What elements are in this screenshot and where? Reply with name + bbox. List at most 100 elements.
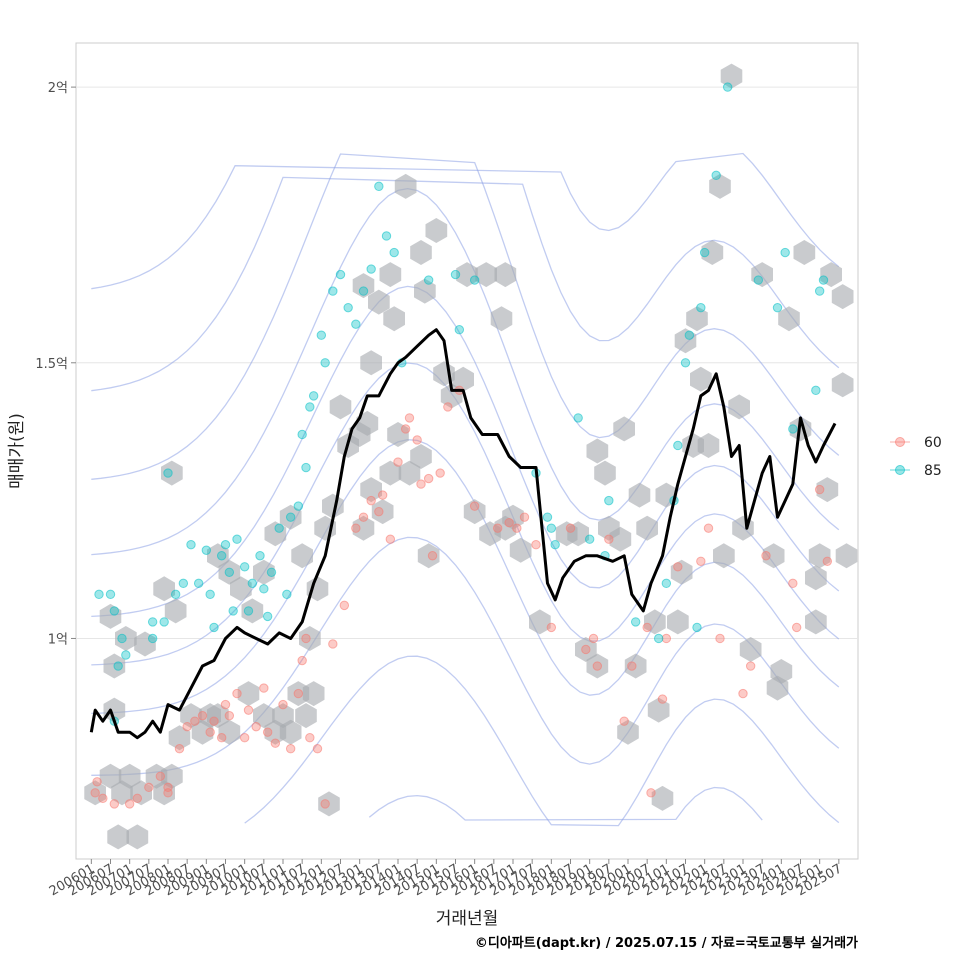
point-60: [377, 490, 388, 500]
point-60: [715, 633, 725, 644]
point-85: [366, 264, 376, 274]
point-60: [358, 512, 369, 522]
contour-line: [91, 536, 840, 776]
point-85: [811, 385, 821, 396]
point-85: [293, 501, 304, 511]
hexbin-cell: [709, 173, 731, 199]
point-85: [423, 275, 434, 285]
point-85: [351, 319, 361, 329]
legend-key-dot: [895, 437, 905, 447]
legend: 60 85: [890, 435, 942, 479]
point-85: [680, 358, 691, 368]
hexbin-cell: [103, 697, 126, 723]
point-60: [791, 622, 802, 633]
point-60: [385, 534, 396, 544]
point-85: [814, 286, 825, 296]
point-60: [657, 694, 668, 704]
hexbin-cell: [609, 526, 632, 552]
point-60: [822, 556, 833, 566]
hexbin-cell: [414, 278, 436, 304]
point-85: [301, 462, 311, 473]
point-60: [251, 721, 261, 732]
point-60: [124, 799, 135, 809]
hexbin-cell: [770, 659, 793, 684]
point-85: [381, 231, 392, 241]
point-60: [132, 793, 143, 804]
hexbin-cell: [667, 609, 689, 635]
hexbin-cell: [383, 306, 405, 332]
point-60: [374, 506, 384, 517]
point-60: [109, 799, 120, 809]
point-60: [412, 435, 422, 445]
point-60: [312, 744, 323, 754]
y-axis-ticks: 1억 1.5억 2억: [35, 81, 76, 647]
point-85: [117, 633, 127, 644]
point-60: [588, 633, 599, 644]
point-85: [604, 495, 614, 506]
point-60: [216, 733, 227, 743]
point-85: [193, 578, 204, 589]
point-60: [400, 424, 411, 434]
point-85: [147, 633, 158, 644]
point-60: [435, 468, 445, 478]
point-85: [282, 589, 292, 600]
point-60: [182, 721, 192, 732]
point-85: [630, 617, 641, 627]
point-60: [581, 644, 591, 655]
hexbin-cell: [835, 543, 858, 569]
point-85: [285, 512, 296, 522]
point-85: [121, 650, 131, 660]
hexbin-cell: [279, 504, 302, 530]
legend-label-60: 60: [924, 435, 942, 451]
point-85: [661, 578, 672, 589]
hexbin-cell: [647, 697, 670, 723]
point-60: [404, 413, 415, 423]
point-60: [190, 716, 200, 726]
point-60: [531, 540, 541, 550]
point-60: [492, 523, 503, 533]
point-85: [186, 540, 196, 550]
hexbin-cell: [494, 262, 517, 288]
point-85: [573, 413, 583, 423]
median-line: [89, 328, 837, 740]
point-60: [243, 705, 254, 715]
hexbin-cell: [218, 559, 241, 585]
point-85: [266, 567, 277, 577]
point-85: [170, 589, 181, 600]
point-85: [159, 617, 169, 627]
point-60: [661, 633, 672, 644]
hexbin-cell: [329, 394, 352, 420]
hexbin-cell: [463, 499, 486, 525]
hexbin-cell: [490, 306, 513, 332]
x-axis-ticks: 2006012006072007012007072008012008072009…: [47, 859, 845, 899]
point-85: [209, 622, 219, 633]
y-tick-label: 2억: [48, 81, 68, 96]
hexbin-cell: [425, 218, 448, 243]
hexbin-cell: [356, 410, 379, 436]
hexbin-cell: [302, 681, 325, 707]
point-85: [163, 468, 173, 478]
hexbin-cell: [456, 262, 478, 288]
point-60: [673, 562, 683, 572]
point-85: [722, 82, 733, 92]
point-85: [542, 512, 553, 522]
point-85: [328, 286, 338, 296]
point-60: [642, 622, 652, 633]
point-60: [351, 523, 361, 533]
point-85: [374, 181, 384, 192]
point-60: [285, 744, 296, 754]
hexbin-cell: [674, 328, 697, 354]
hexbin-cell: [107, 824, 129, 850]
point-85: [109, 606, 120, 616]
point-60: [366, 495, 376, 506]
hexbin-cell: [728, 394, 750, 420]
hexbin-cell: [134, 631, 156, 657]
point-60: [393, 457, 403, 467]
hexbin-cell: [153, 576, 175, 602]
point-60: [320, 799, 330, 809]
y-tick-label: 1억: [48, 632, 68, 647]
point-85: [653, 633, 664, 644]
point-85: [94, 589, 104, 600]
point-85: [274, 523, 284, 533]
point-60: [619, 716, 629, 726]
